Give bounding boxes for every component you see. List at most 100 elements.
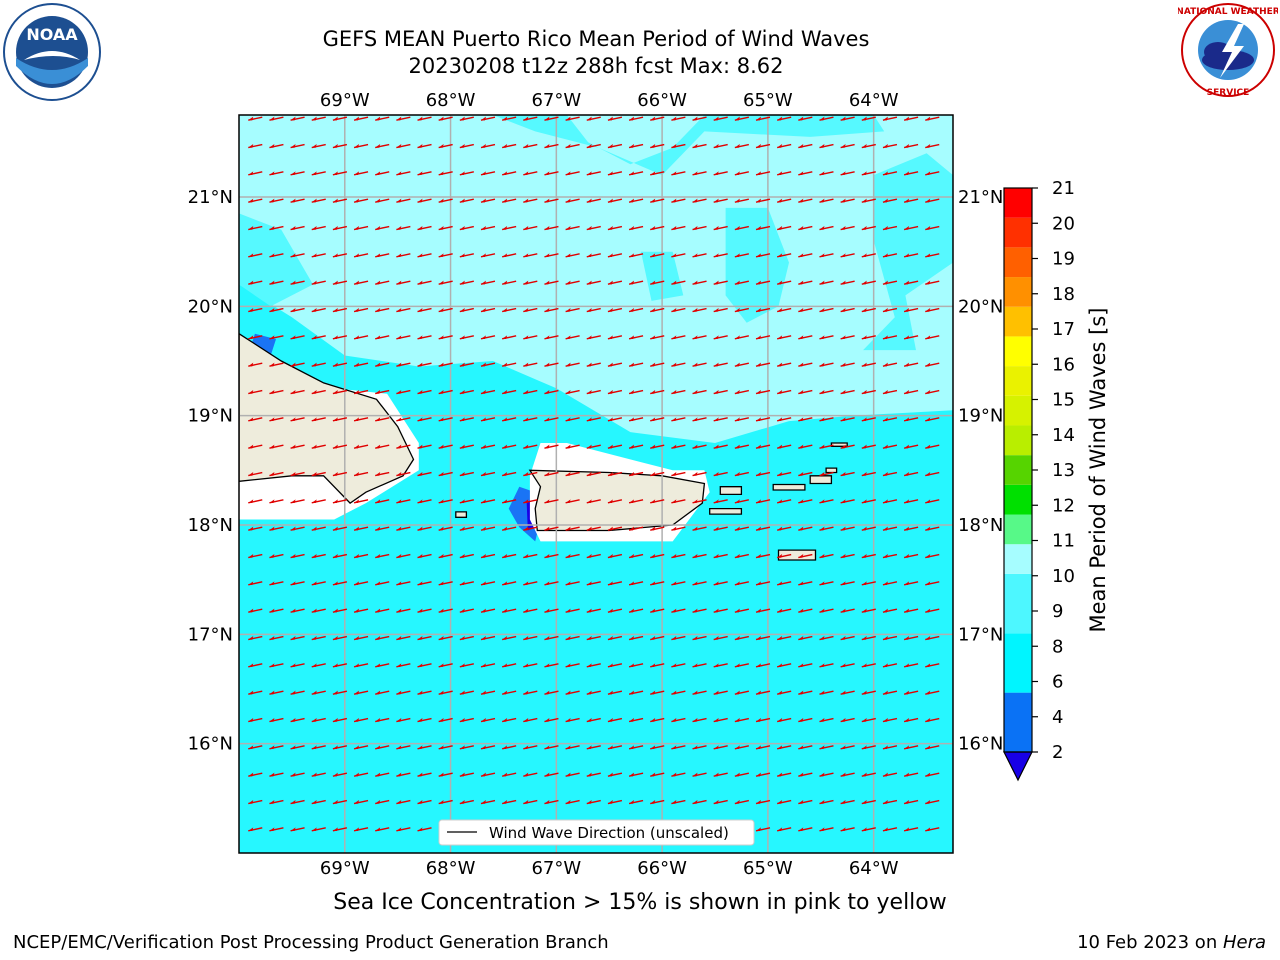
wave-arrow — [332, 143, 348, 149]
wave-arrow-head — [629, 499, 635, 504]
wave-arrow — [565, 444, 580, 449]
wave-arrow — [650, 663, 665, 668]
wave-arrow — [523, 499, 538, 504]
wave-arrow-head — [819, 581, 825, 586]
wave-arrow-head — [904, 362, 910, 367]
wave-arrow — [586, 389, 601, 395]
wave-arrow-head — [459, 581, 465, 586]
wave-arrow — [692, 225, 707, 231]
colorbar-tick-label: 16 — [1052, 354, 1075, 375]
wave-arrow — [311, 198, 326, 203]
wave-arrow — [925, 553, 940, 559]
wave-arrow — [840, 635, 855, 641]
wave-arrow-head — [882, 663, 888, 668]
wave-arrow-head — [354, 772, 360, 777]
wave-arrow-head — [269, 690, 275, 695]
small-island — [455, 511, 468, 518]
lat-tick-label-left: 20°N — [188, 296, 233, 317]
wave-arrow-head — [480, 280, 486, 285]
wave-arrow — [523, 553, 538, 559]
wave-arrow — [290, 389, 305, 395]
wave-arrow — [269, 635, 284, 641]
wave-arrow-head — [692, 690, 698, 695]
wave-arrow-head — [544, 690, 550, 695]
wave-arrow-head — [354, 308, 360, 312]
wave-arrow-head — [290, 745, 296, 750]
wave-arrow-head — [523, 116, 529, 121]
wave-arrow-head — [607, 800, 613, 804]
wave-arrow-head — [502, 608, 508, 613]
wave-arrow-head — [396, 772, 402, 777]
wave-arrow — [777, 635, 792, 641]
lon-tick-label-bottom: 66°W — [637, 858, 687, 879]
wave-arrow — [480, 116, 496, 121]
wave-arrow — [671, 690, 686, 695]
wave-arrow-head — [565, 308, 571, 312]
wave-arrow-head — [438, 335, 444, 340]
wave-arrow — [819, 307, 834, 313]
wave-arrow-head — [734, 253, 740, 258]
wave-arrow — [523, 143, 538, 149]
wave-arrow — [565, 526, 580, 531]
wave-arrow — [755, 799, 771, 805]
wave-arrow-head — [269, 144, 275, 148]
wave-arrow-head — [756, 226, 762, 230]
wave-arrow-head — [671, 499, 677, 504]
wave-arrow — [396, 526, 411, 531]
wave-arrow-head — [459, 718, 465, 722]
wave-arrow-head — [819, 663, 825, 668]
wave-arrow — [925, 362, 940, 367]
wave-arrow — [311, 608, 326, 613]
lon-tick-label-top: 68°W — [426, 90, 476, 111]
wave-arrow — [882, 116, 898, 121]
wave-arrow-head — [248, 718, 254, 722]
wave-arrow-head — [523, 772, 529, 777]
wave-arrow-head — [523, 745, 529, 750]
lon-tick-label-top: 66°W — [637, 90, 687, 111]
wave-arrow-head — [311, 253, 317, 258]
wave-arrow — [840, 553, 855, 559]
wave-arrow-head — [565, 253, 571, 258]
wave-arrow-head — [819, 362, 825, 367]
wave-arrow — [861, 280, 876, 285]
wave-arrow-head — [311, 198, 317, 203]
wave-arrow-head — [734, 745, 740, 750]
wave-arrow-head — [734, 608, 740, 613]
wave-arrow-head — [734, 144, 740, 148]
wave-arrow — [650, 280, 665, 285]
wave-arrow-head — [354, 608, 360, 613]
wave-arrow — [840, 772, 855, 777]
wave-arrow-head — [269, 827, 275, 832]
wave-arrow-head — [396, 226, 402, 230]
wave-arrow-head — [671, 144, 677, 148]
wave-arrow-head — [586, 253, 592, 258]
wave-arrow — [501, 417, 517, 422]
colorbar-tick-label: 19 — [1052, 249, 1075, 270]
wave-arrow — [903, 471, 919, 477]
wave-arrow — [248, 827, 263, 832]
wave-arrow-head — [586, 554, 592, 558]
wave-arrow-head — [375, 253, 381, 258]
wave-arrow-head — [311, 417, 317, 422]
wave-arrow — [628, 799, 644, 805]
wave-arrow — [480, 471, 496, 477]
wave-arrow — [650, 116, 665, 121]
wave-arrow-head — [332, 663, 338, 668]
wave-arrow-head — [904, 718, 910, 722]
wave-arrow-head — [523, 226, 529, 230]
wave-arrow-head — [565, 663, 571, 668]
wave-arrow-head — [840, 226, 846, 230]
wave-arrow — [607, 635, 623, 641]
wave-arrow — [353, 389, 369, 395]
wave-arrow — [375, 307, 390, 313]
wave-arrow-head — [777, 280, 783, 285]
wave-arrow-head — [607, 226, 613, 230]
wave-arrow-head — [629, 772, 635, 777]
wave-arrow — [438, 198, 453, 203]
wave-arrow-head — [798, 280, 804, 285]
wave-arrow — [692, 198, 707, 203]
wave-arrow-head — [777, 608, 783, 613]
wave-arrow — [861, 335, 876, 340]
wave-arrow-head — [523, 663, 529, 668]
